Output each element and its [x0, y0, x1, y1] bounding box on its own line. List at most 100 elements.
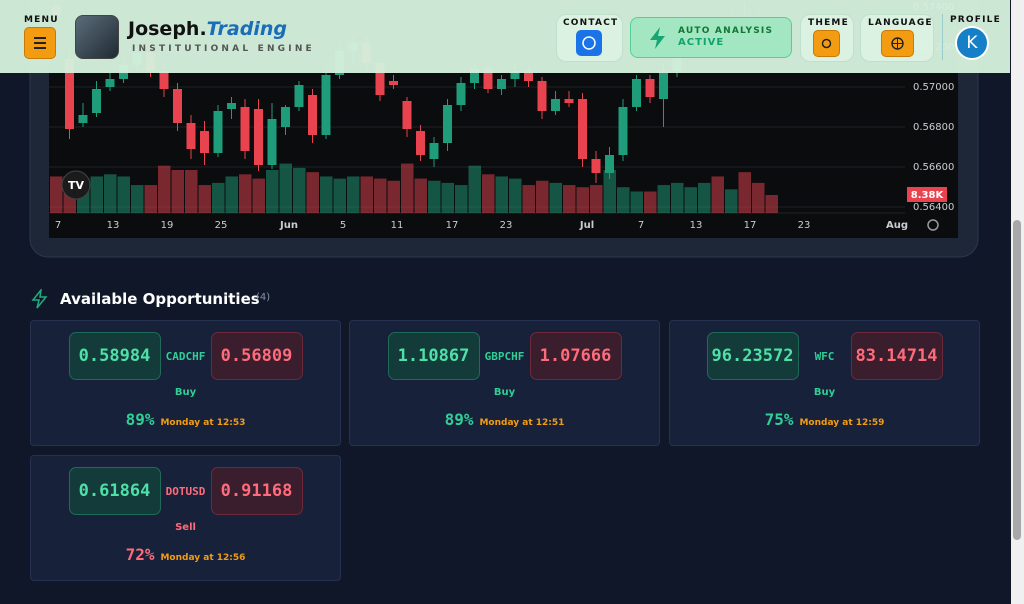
candle-body	[294, 85, 304, 107]
volume-bar	[320, 176, 333, 213]
candle-body	[186, 123, 196, 149]
timestamp: Monday at 12:59	[799, 418, 885, 428]
volume-bar	[711, 176, 724, 213]
divider	[942, 14, 943, 60]
settings-icon[interactable]	[927, 219, 939, 231]
tradingview-logo[interactable]	[61, 170, 91, 200]
volume-bar	[144, 185, 157, 213]
volume-bar	[657, 185, 670, 213]
language-button[interactable]	[881, 30, 914, 57]
auto-analysis-button[interactable]: AUTO ANALYSIS ACTIVE	[630, 17, 792, 58]
candle-body	[213, 111, 223, 153]
volume-bar	[522, 185, 535, 213]
x-tick-label: 25	[215, 220, 228, 231]
volume-bar	[374, 178, 387, 213]
opportunity-card[interactable]: 96.23572 WFC 83.14714 Buy 75% Monday at 12:59	[669, 320, 980, 446]
volume-bar	[630, 191, 643, 213]
volume-bar	[441, 182, 454, 213]
confidence: 89%	[125, 410, 155, 429]
sell-price: 83.14714	[850, 332, 943, 380]
volume-bar	[563, 185, 576, 213]
buy-price: 0.61864	[68, 467, 161, 515]
volume-label-bg	[907, 187, 947, 202]
symbol: DOTUSD	[165, 484, 206, 498]
opportunity-card[interactable]: 1.10867 GBPCHF 1.07666 Buy 89% Monday at 12:5…	[349, 320, 660, 446]
candle-body	[551, 99, 560, 111]
volume-bar	[684, 187, 697, 213]
opportunities-icon	[31, 289, 48, 309]
volume-bar	[401, 163, 414, 213]
candle-body	[267, 119, 277, 165]
symbol: CADCHF	[165, 349, 206, 363]
volume-bar	[509, 178, 522, 213]
opportunity-card[interactable]: 0.61864 DOTUSD 0.91168 Sell 72% Monday at 12:…	[30, 455, 341, 581]
volume-bar	[171, 170, 184, 213]
avatar[interactable]: K	[955, 26, 989, 60]
brand-second: Trading	[206, 18, 287, 40]
price-row: 0.58984 CADCHF 0.56809	[31, 332, 340, 380]
menu-button[interactable]	[24, 27, 56, 59]
candle-body	[510, 71, 520, 79]
confidence-row: 89% Monday at 12:51	[350, 410, 659, 429]
candle-body	[402, 101, 412, 129]
volume-label: 8.38K	[911, 190, 945, 201]
volume-bar	[387, 180, 400, 213]
scrollbar-thumb[interactable]	[1013, 220, 1021, 540]
y-tick-label: 0.56800	[913, 122, 954, 133]
volume-bar	[576, 187, 589, 213]
signal: Buy	[813, 387, 836, 398]
scrollbar	[1011, 0, 1024, 604]
candle-body	[645, 79, 655, 97]
brand: Joseph.Trading	[128, 18, 287, 40]
sell-price: 0.91168	[210, 467, 303, 515]
confidence: 75%	[764, 410, 794, 429]
volume-bar	[590, 185, 603, 213]
menu-label: MENU	[24, 15, 59, 25]
volume-bar	[495, 176, 508, 213]
x-tick-label: 7	[55, 220, 61, 231]
symbol: WFC	[814, 349, 835, 363]
x-tick-label: 23	[500, 220, 513, 231]
confidence-row: 72% Monday at 12:56	[31, 545, 340, 564]
x-tick-label: 5	[340, 220, 346, 231]
brand-first: Joseph.	[128, 18, 207, 40]
volume-bar	[117, 176, 130, 213]
x-tick-label: 19	[161, 220, 174, 231]
theme-button[interactable]	[813, 30, 840, 57]
volume-bar	[212, 182, 225, 213]
candle-body	[240, 107, 250, 151]
candle-body	[375, 63, 385, 95]
confidence-row: 89% Monday at 12:53	[31, 410, 340, 429]
volume-bar	[239, 174, 252, 213]
x-tick-label: Jun	[279, 220, 298, 231]
x-tick-label: 17	[446, 220, 459, 231]
candle-body	[497, 79, 506, 89]
candle-body	[321, 75, 331, 135]
opportunity-card[interactable]: 0.58984 CADCHF 0.56809 Buy 89% Monday at 12:5…	[30, 320, 341, 446]
confidence: 89%	[444, 410, 474, 429]
volume-bar	[185, 170, 198, 213]
contact-button[interactable]	[576, 30, 602, 56]
volume-bar	[90, 176, 103, 213]
candle-body	[564, 99, 574, 103]
timestamp: Monday at 12:51	[479, 418, 565, 428]
candle-body	[281, 107, 290, 127]
tagline: INSTITUTIONAL ENGINE	[132, 44, 315, 54]
volume-bar	[266, 170, 279, 213]
x-tick-label: 11	[391, 220, 404, 231]
confidence-row: 75% Monday at 12:59	[670, 410, 979, 429]
candle-body	[200, 131, 209, 153]
volume-bar	[725, 189, 738, 213]
volume-bar	[603, 170, 616, 213]
signal: Sell	[175, 522, 196, 533]
x-tick-label: 7	[638, 220, 644, 231]
candle-body	[254, 109, 263, 165]
x-tick-label: 23	[798, 220, 811, 231]
volume-bar	[468, 165, 481, 213]
y-tick-label: 0.56600	[913, 162, 954, 173]
symbol: GBPCHF	[484, 349, 525, 363]
volume-bar	[414, 178, 427, 213]
candle-body	[456, 83, 466, 105]
volume-bar	[671, 182, 684, 213]
candle-body	[443, 105, 452, 143]
